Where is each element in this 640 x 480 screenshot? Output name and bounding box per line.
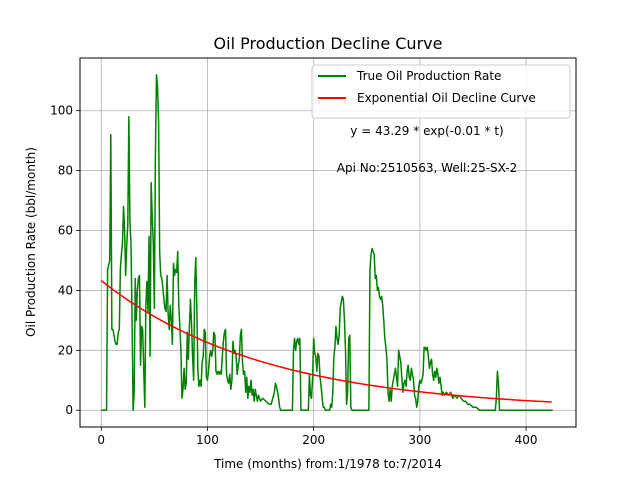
series-true-production-line (101, 74, 553, 411)
y-tick-label: 20 (58, 343, 73, 357)
y-axis-ticks: 0 20 40 60 80 100 (50, 104, 80, 417)
chart-title: Oil Production Decline Curve (214, 34, 443, 53)
y-tick-label: 100 (50, 104, 73, 118)
legend: True Oil Production Rate Exponential Oil… (311, 64, 571, 119)
y-axis-label: Oil Production Rate (bbl/month) (24, 147, 38, 337)
x-tick-label: 100 (196, 433, 219, 447)
legend-box (311, 64, 571, 119)
x-axis-label: Time (months) from:1/1978 to:7/2014 (213, 457, 442, 471)
x-tick-label: 200 (302, 433, 325, 447)
series-decline-curve-line (100, 279, 552, 403)
y-tick-label: 60 (58, 224, 73, 238)
equation-annotation: y = 43.29 * exp(-0.01 * t) (350, 124, 503, 138)
series-layer (100, 74, 553, 411)
y-tick-label: 0 (65, 403, 73, 417)
plot-frame (79, 57, 577, 428)
plot-area (100, 74, 553, 411)
y-tick-label: 80 (58, 164, 73, 178)
legend-label-true-rate: True Oil Production Rate (356, 69, 501, 83)
well-annotation: Api No:2510563, Well:25-SX-2 (337, 161, 517, 175)
x-tick-label: 400 (515, 433, 538, 447)
legend-label-decline-curve: Exponential Oil Decline Curve (357, 91, 536, 105)
x-tick-label: 0 (97, 433, 105, 447)
y-tick-label: 40 (58, 283, 73, 297)
x-tick-label: 300 (408, 433, 431, 447)
x-axis-ticks: 0 100 200 300 400 (97, 427, 538, 447)
